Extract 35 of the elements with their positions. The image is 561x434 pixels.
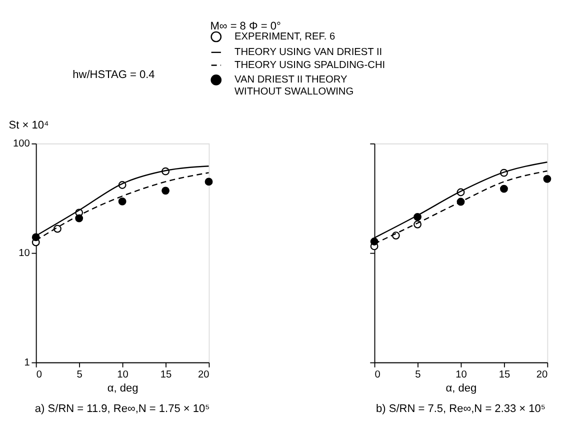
point: [456, 198, 465, 206]
point: [162, 186, 170, 195]
point: [500, 184, 508, 193]
x-tick-label: 5: [76, 369, 83, 380]
text: M∞ = 8 Φ = 0°: [210, 20, 281, 32]
x-tick-label: 20: [198, 369, 210, 380]
legend-label: EXPERIMENT, REF. 6: [234, 32, 336, 43]
y-tick-label: 1: [24, 358, 30, 369]
x-axis-title: α, deg: [107, 382, 138, 394]
x-tick-label: 0: [374, 369, 381, 380]
point: [118, 197, 126, 206]
point: [414, 212, 422, 221]
x-tick-label: 10: [117, 369, 129, 380]
point: [75, 214, 84, 222]
text: b) S/RN = 7.5, Re∞,N = 2.33 × 10⁵: [376, 402, 546, 415]
x-tick-label: 15: [160, 369, 172, 380]
legend-label: THEORY USING SPALDING-CHI: [234, 60, 386, 72]
x-axis-title: α, deg: [446, 382, 477, 394]
point: [32, 233, 40, 242]
x-tick-label: 10: [456, 369, 468, 380]
y-tick-label: 100: [13, 138, 30, 150]
y-axis-title: St × 10⁴: [8, 119, 49, 132]
text: hw/HSTAG = 0.4: [72, 69, 155, 82]
point: [370, 238, 378, 246]
x-tick-label: 5: [415, 369, 422, 380]
y-tick-label: 10: [18, 248, 30, 260]
x-tick-label: 0: [36, 369, 42, 380]
legend-label: VAN DRIEST II THEORY WITHOUT SWALLOWING: [234, 74, 354, 98]
legend-label: THEORY USING VAN DRIEST II: [234, 47, 382, 58]
text: a) S/RN = 11.9, Re∞,N = 1.75 × 10⁵: [34, 402, 210, 415]
point: [204, 178, 213, 186]
point: [54, 224, 62, 233]
x-tick-label: 20: [536, 369, 548, 380]
x-tick-label: 15: [498, 369, 510, 380]
point: [543, 174, 552, 183]
